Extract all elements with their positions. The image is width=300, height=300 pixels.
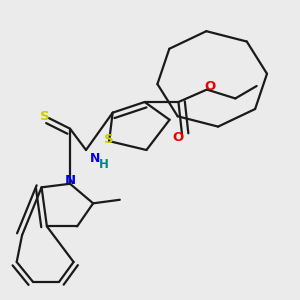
Text: H: H xyxy=(99,158,109,171)
Text: S: S xyxy=(104,133,114,146)
Text: O: O xyxy=(205,80,216,92)
Text: O: O xyxy=(173,131,184,144)
Text: N: N xyxy=(64,174,76,187)
Text: N: N xyxy=(90,152,100,165)
Text: S: S xyxy=(40,110,50,123)
